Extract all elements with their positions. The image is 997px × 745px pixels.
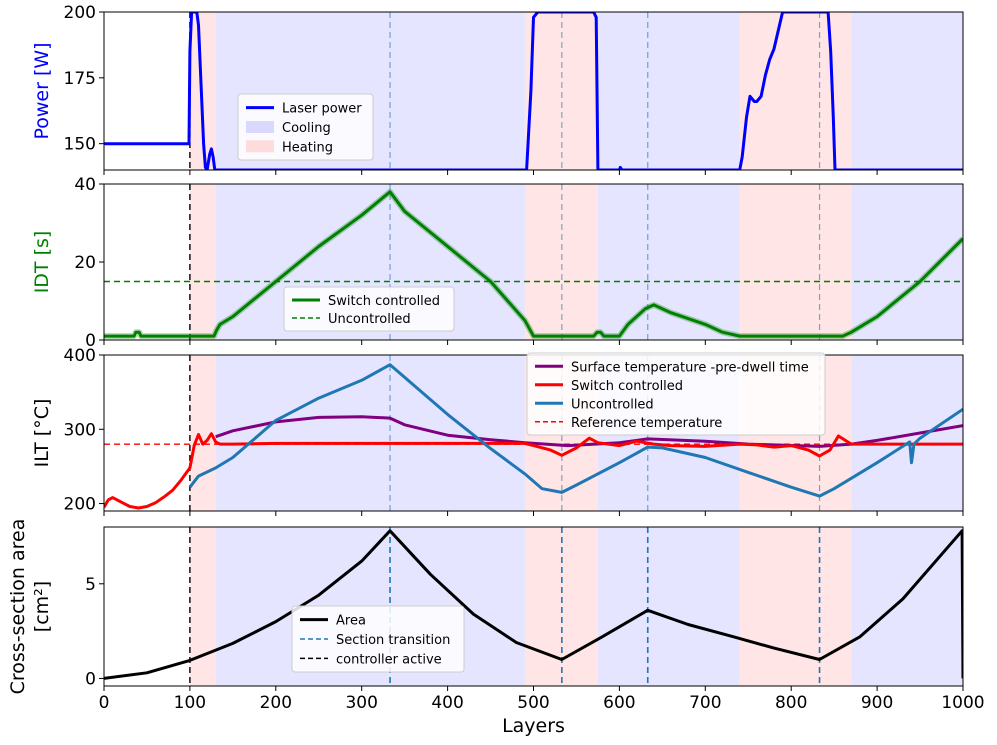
- y-axis-label-line-1: [cm²]: [31, 581, 53, 632]
- x-axis-label: Layers: [502, 715, 565, 737]
- legend-label-power-1: Cooling: [282, 121, 331, 136]
- y-tick-label-power-1: 175: [64, 69, 96, 89]
- x-tick-label-7: 700: [689, 693, 721, 713]
- x-tick-label-2: 200: [260, 693, 292, 713]
- y-tick-label-ilt-1: 300: [64, 420, 96, 440]
- y-axis-label-idt: IDT [s]: [31, 231, 53, 294]
- legend-swatch-power-1: [246, 121, 274, 133]
- series-line-ilt-0: [215, 415, 963, 448]
- legend-label-power-2: Heating: [282, 140, 333, 155]
- x-tick-label-9: 900: [861, 693, 893, 713]
- legend-label-ilt-3: Reference temperature: [571, 416, 722, 431]
- y-tick-label-area-0: 0: [85, 669, 96, 689]
- series-line-ilt-2: [188, 363, 963, 498]
- legend-box-area: [291, 605, 465, 673]
- y-tick-label-idt-0: 0: [85, 331, 96, 351]
- y-tick-label-area-1: 5: [85, 575, 96, 595]
- x-tick-label-3: 300: [345, 693, 377, 713]
- legend-label-area-0: Area: [336, 614, 366, 629]
- y-tick-label-ilt-0: 200: [64, 495, 96, 515]
- legend-label-ilt-1: Switch controlled: [571, 379, 683, 394]
- heating-region-area-0: [189, 527, 216, 686]
- series-line-idt-0: [104, 190, 963, 338]
- y-axis-label-power: Power [W]: [31, 42, 53, 139]
- y-tick-label-ilt-2: 400: [64, 346, 96, 366]
- y-axis-label-area: Cross-section area [cm²]: [7, 519, 53, 695]
- x-tick-label-6: 600: [603, 693, 635, 713]
- legend-label-ilt-0: Surface temperature -pre-dwell time: [571, 360, 809, 375]
- legend-swatch-power-2: [246, 140, 274, 153]
- legend-label-area-1: Section transition: [336, 633, 450, 648]
- legend-area: Area Section transition controller active: [291, 605, 465, 673]
- x-tick-label-4: 400: [431, 693, 463, 713]
- legend-idt: Switch controlled Uncontrolled: [283, 286, 455, 332]
- series-line-area-0: [104, 529, 963, 680]
- x-tick-label-5: 500: [517, 693, 549, 713]
- cooling-region-area-3: [597, 527, 740, 686]
- y-tick-label-idt-2: 40: [74, 175, 96, 195]
- legend-ilt: Surface temperature -pre-dwell time Switc…: [526, 352, 826, 436]
- cooling-region-area-5: [851, 527, 963, 686]
- panel-power: 150 175 200 Power [W] Laser power Cooling Heat…: [31, 3, 964, 175]
- x-tick-label-10: 1000: [941, 693, 984, 713]
- series-line-power-0: [104, 12, 963, 170]
- legend-label-power-0: Laser power: [282, 102, 362, 117]
- x-tick-label-1: 100: [174, 693, 206, 713]
- legend-label-idt-0: Switch controlled: [328, 294, 440, 309]
- x-tick-label-8: 800: [775, 693, 807, 713]
- legend-power: Laser power Cooling Heating: [237, 93, 374, 161]
- heating-region-area-4: [739, 527, 852, 686]
- legend-label-area-2: controller active: [336, 652, 442, 667]
- x-tick-label-0: 0: [99, 693, 110, 713]
- y-axis-label-ilt: ILT [°C]: [31, 399, 53, 468]
- cooling-region-idt-5: [851, 184, 963, 340]
- heating-region-idt-0: [189, 184, 216, 340]
- legend-label-ilt-2: Uncontrolled: [571, 397, 654, 412]
- cooling-region-power-5: [851, 12, 963, 170]
- panel-idt: 0 20 40 IDT [s] Switch controlled Uncontrolle…: [31, 175, 964, 351]
- legend-box-ilt: [526, 352, 826, 436]
- y-tick-label-power-2: 200: [64, 3, 96, 23]
- cooling-region-ilt-5: [851, 355, 963, 511]
- y-tick-label-idt-1: 20: [74, 253, 96, 273]
- panel-ilt: 200 300 400 ILT [°C] Surface temperature -pr…: [31, 346, 964, 516]
- panel-area: 050 100 200 300 400 500 600 700 800 900 1000Cross-…: [7, 519, 985, 713]
- cooling-region-power-3: [597, 12, 740, 170]
- cooling-region-idt-3: [597, 184, 740, 340]
- y-tick-label-power-0: 150: [64, 135, 96, 155]
- heating-region-idt-4: [739, 184, 852, 340]
- legend-box-idt: [283, 286, 455, 332]
- legend-label-idt-1: Uncontrolled: [328, 312, 411, 327]
- y-axis-label-line-0: Cross-section area: [7, 519, 29, 695]
